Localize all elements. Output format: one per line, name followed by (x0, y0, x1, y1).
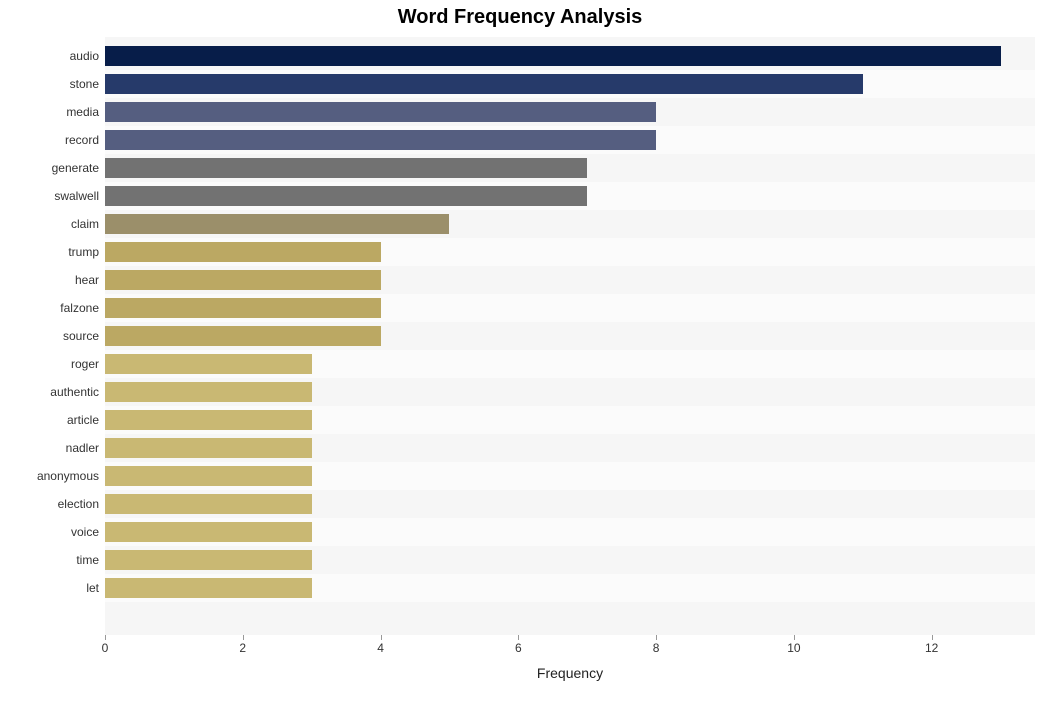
y-tick-label: falzone (60, 301, 99, 315)
x-axis-title: Frequency (105, 665, 1035, 681)
bar (105, 270, 381, 290)
bar (105, 102, 656, 122)
y-tick-label: voice (71, 525, 99, 539)
x-tick-label: 12 (925, 641, 938, 655)
bar (105, 466, 312, 486)
x-tick-mark (518, 635, 519, 640)
y-tick-label: trump (68, 245, 99, 259)
bar (105, 130, 656, 150)
bar (105, 494, 312, 514)
bar (105, 186, 587, 206)
y-tick-label: record (65, 133, 99, 147)
x-tick-mark (794, 635, 795, 640)
plot-band (105, 602, 1035, 635)
y-tick-label: hear (75, 273, 99, 287)
y-tick-label: audio (70, 49, 99, 63)
bar (105, 242, 381, 262)
y-tick-label: claim (71, 217, 99, 231)
bar (105, 410, 312, 430)
bar (105, 158, 587, 178)
x-tick-label: 0 (102, 641, 109, 655)
bar (105, 74, 863, 94)
bar (105, 214, 449, 234)
y-tick-label: let (86, 581, 99, 595)
bar (105, 522, 312, 542)
chart-title: Word Frequency Analysis (0, 6, 1040, 29)
x-tick-label: 6 (515, 641, 522, 655)
y-tick-label: authentic (50, 385, 99, 399)
y-tick-label: roger (71, 357, 99, 371)
bar (105, 46, 1001, 66)
x-tick-label: 2 (239, 641, 246, 655)
y-tick-label: nadler (66, 441, 99, 455)
y-tick-label: anonymous (37, 469, 99, 483)
x-tick-mark (656, 635, 657, 640)
y-tick-label: generate (52, 161, 99, 175)
x-tick-mark (932, 635, 933, 640)
y-tick-label: election (58, 497, 99, 511)
bar (105, 578, 312, 598)
bar (105, 438, 312, 458)
bar (105, 382, 312, 402)
bar (105, 298, 381, 318)
plot-area: Frequency 024681012audiostonemediarecord… (105, 37, 1035, 635)
y-tick-label: source (63, 329, 99, 343)
y-tick-label: time (76, 553, 99, 567)
x-tick-label: 10 (787, 641, 800, 655)
x-tick-label: 4 (377, 641, 384, 655)
chart-container: Word Frequency Analysis Frequency 024681… (0, 0, 1040, 701)
x-tick-mark (243, 635, 244, 640)
bar (105, 550, 312, 570)
y-tick-label: swalwell (54, 189, 99, 203)
x-tick-mark (381, 635, 382, 640)
bar (105, 354, 312, 374)
x-tick-label: 8 (653, 641, 660, 655)
y-tick-label: stone (70, 77, 99, 91)
y-tick-label: media (66, 105, 99, 119)
bar (105, 326, 381, 346)
x-tick-mark (105, 635, 106, 640)
y-tick-label: article (67, 413, 99, 427)
